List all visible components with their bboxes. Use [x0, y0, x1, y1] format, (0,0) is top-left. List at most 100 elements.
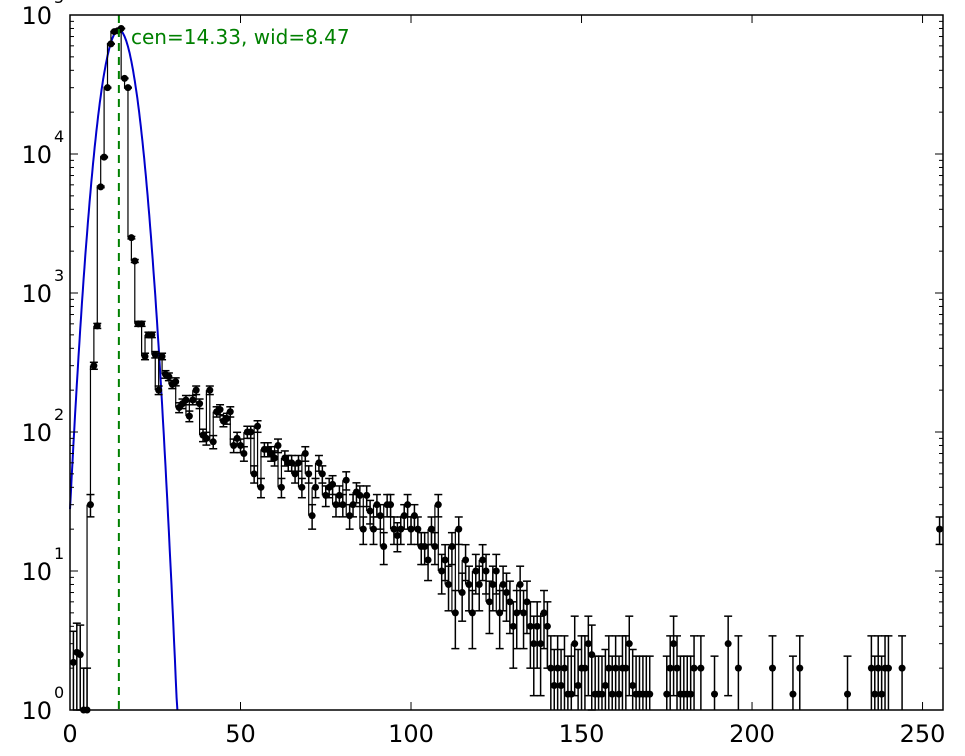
data-point — [489, 580, 497, 588]
data-point — [424, 556, 432, 564]
data-point — [898, 664, 906, 672]
data-point — [571, 640, 579, 648]
data-point — [257, 483, 265, 491]
data-point — [711, 690, 719, 698]
x-tick-label: 250 — [900, 720, 946, 748]
x-tick-labels: 0 50 100 150 200 250 — [62, 720, 945, 748]
data-point — [100, 153, 108, 161]
data-point — [380, 543, 388, 551]
data-point — [598, 690, 606, 698]
data-point — [468, 609, 476, 617]
data-point — [567, 690, 575, 698]
data-point — [206, 386, 214, 394]
data-point — [554, 664, 562, 672]
data-point — [104, 84, 112, 92]
data-point — [427, 525, 435, 533]
data-point — [155, 386, 163, 394]
data-point — [666, 664, 674, 672]
data-point — [734, 664, 742, 672]
data-point — [329, 480, 337, 488]
data-point — [472, 567, 480, 575]
data-point — [622, 664, 630, 672]
data-point — [410, 512, 418, 520]
data-point — [462, 556, 470, 564]
data-point — [550, 682, 558, 690]
data-point — [537, 640, 545, 648]
y-tick-label-exponent: 1 — [54, 544, 64, 563]
data-point — [90, 362, 98, 370]
y-tick-label-base: 10 — [21, 419, 52, 447]
data-point — [547, 664, 555, 672]
data-point — [465, 580, 473, 588]
data-point — [223, 415, 231, 423]
data-point — [322, 491, 330, 499]
data-point — [165, 373, 173, 381]
data-point — [520, 609, 528, 617]
x-tick-label: 0 — [62, 720, 77, 748]
data-point — [288, 459, 296, 467]
data-point — [397, 525, 405, 533]
data-point — [76, 651, 84, 659]
data-point — [608, 690, 616, 698]
data-point — [560, 664, 568, 672]
data-point — [216, 406, 224, 414]
data-point — [97, 183, 105, 191]
x-tick-label: 50 — [225, 720, 256, 748]
data-point — [230, 441, 238, 449]
data-point — [148, 331, 156, 339]
data-point — [690, 664, 698, 672]
data-point — [233, 434, 241, 442]
data-point — [605, 664, 613, 672]
data-point — [404, 501, 412, 509]
data-point — [121, 74, 129, 82]
data-point — [445, 580, 453, 588]
data-point — [301, 450, 309, 458]
y-tick-label-exponent: 2 — [54, 405, 64, 424]
y-tick-label-exponent: 5 — [54, 0, 64, 7]
data-point — [363, 491, 371, 499]
fit-annotation: cen=14.33, wid=8.47 — [131, 25, 350, 49]
data-point — [516, 580, 524, 588]
data-point — [458, 589, 466, 597]
data-point — [390, 525, 398, 533]
data-point — [250, 470, 258, 478]
data-point — [451, 609, 459, 617]
data-point — [373, 501, 381, 509]
data-point — [625, 640, 633, 648]
data-point — [294, 459, 302, 467]
data-point — [540, 609, 548, 617]
data-point — [332, 501, 340, 509]
data-point — [874, 664, 882, 672]
data-point — [509, 622, 517, 630]
data-point — [342, 476, 350, 484]
y-tick-label-base: 10 — [21, 558, 52, 586]
data-point — [438, 567, 446, 575]
data-point — [192, 386, 200, 394]
data-point — [127, 234, 135, 242]
marker-layer — [69, 24, 944, 714]
data-point — [871, 690, 879, 698]
data-point — [318, 470, 326, 478]
fit-curve-layer — [69, 28, 179, 711]
data-point — [768, 664, 776, 672]
data-point — [308, 512, 316, 520]
data-point — [339, 501, 347, 509]
data-point — [247, 428, 255, 436]
data-point — [414, 525, 422, 533]
y-tick-label-exponent: 3 — [54, 266, 64, 285]
data-point — [349, 501, 357, 509]
data-point — [584, 640, 592, 648]
y-tick-label-base: 10 — [21, 697, 52, 725]
data-point — [601, 682, 609, 690]
data-point — [530, 640, 538, 648]
data-point — [673, 664, 681, 672]
data-point — [557, 682, 565, 690]
data-point — [202, 434, 210, 442]
data-point — [298, 483, 306, 491]
data-point — [448, 543, 456, 551]
data-point — [867, 664, 875, 672]
data-point — [240, 450, 248, 458]
data-point — [277, 483, 285, 491]
data-point — [646, 690, 654, 698]
